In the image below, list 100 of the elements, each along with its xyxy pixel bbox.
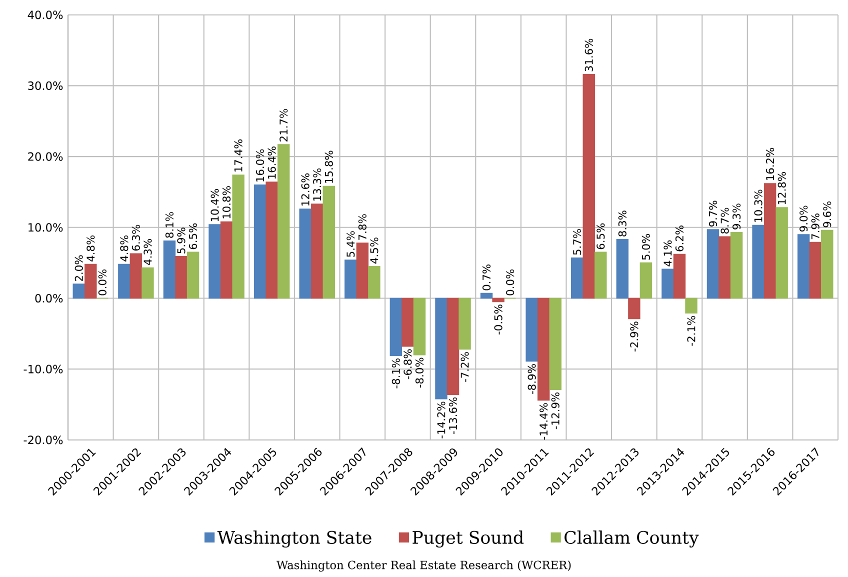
bar bbox=[84, 264, 97, 299]
bar bbox=[616, 239, 629, 299]
data-label: 10.8% bbox=[222, 186, 231, 218]
data-label: 4.3% bbox=[144, 239, 152, 265]
y-tick-label: 20.0% bbox=[28, 152, 63, 161]
data-label: 4.8% bbox=[86, 235, 95, 262]
data-label: 12.8% bbox=[778, 172, 786, 204]
bar bbox=[390, 298, 402, 356]
data-label: 7.8% bbox=[358, 214, 366, 240]
bar bbox=[706, 229, 720, 299]
data-label: 10.3% bbox=[754, 190, 762, 222]
data-label: 10.4% bbox=[210, 189, 219, 222]
bar bbox=[718, 236, 731, 299]
data-label: 7.9% bbox=[811, 214, 820, 240]
bar bbox=[549, 298, 562, 390]
data-label: 16.4% bbox=[268, 146, 276, 179]
bar bbox=[526, 298, 538, 362]
data-label: 16.2% bbox=[766, 148, 774, 180]
data-label: 5.7% bbox=[573, 229, 582, 255]
data-label: 17.4% bbox=[234, 139, 242, 172]
bar bbox=[797, 234, 810, 299]
y-tick-label: 40.0% bbox=[28, 10, 63, 20]
bar bbox=[413, 298, 426, 356]
data-label: 9.3% bbox=[732, 204, 741, 230]
bar bbox=[208, 224, 221, 299]
legend-label: Puget Sound bbox=[412, 530, 524, 548]
data-label: 5.9% bbox=[177, 228, 186, 254]
data-label: -2.9% bbox=[630, 322, 638, 352]
bar bbox=[322, 186, 336, 299]
data-label: 4.1% bbox=[664, 240, 672, 266]
bar bbox=[266, 182, 278, 299]
y-tick-label: 0.0% bbox=[35, 294, 63, 303]
bar bbox=[685, 298, 698, 314]
bar bbox=[537, 298, 550, 401]
legend-label: Clallam County bbox=[564, 530, 699, 548]
y-tick-label: -20.0% bbox=[24, 436, 63, 444]
bar bbox=[752, 224, 764, 299]
data-label: 6.2% bbox=[675, 226, 684, 252]
y-tick-label: 10.0% bbox=[28, 223, 63, 232]
data-label: 6.3% bbox=[132, 224, 140, 251]
data-label: 21.7% bbox=[280, 108, 288, 142]
bar bbox=[821, 230, 834, 299]
bar bbox=[628, 298, 640, 320]
bar bbox=[368, 266, 380, 299]
data-label: -7.2% bbox=[460, 352, 469, 382]
data-label: 9.0% bbox=[800, 206, 808, 232]
bar bbox=[492, 298, 504, 302]
data-label: -13.6% bbox=[448, 397, 458, 434]
bar bbox=[175, 256, 188, 299]
data-label: 5.4% bbox=[346, 231, 355, 257]
bar bbox=[764, 183, 776, 299]
data-label: 15.8% bbox=[324, 150, 333, 183]
data-label: -14.4% bbox=[540, 403, 548, 440]
bar bbox=[118, 264, 130, 299]
data-label: -6.8% bbox=[404, 349, 412, 380]
bar bbox=[220, 221, 233, 299]
data-label: -0.5% bbox=[494, 304, 502, 334]
y-tick-label: 30.0% bbox=[28, 81, 63, 90]
text: Washington Center Real Estate Research (WCRER) bbox=[276, 560, 571, 572]
data-label: 8.7% bbox=[720, 208, 729, 234]
data-label: 8.1% bbox=[165, 212, 174, 238]
data-label: 31.6% bbox=[584, 38, 593, 72]
bar bbox=[186, 252, 200, 299]
bar bbox=[571, 257, 584, 299]
bar bbox=[130, 253, 142, 299]
y-tick-label: -10.0% bbox=[24, 364, 63, 374]
data-label: -14.2% bbox=[437, 402, 446, 438]
bar bbox=[480, 292, 493, 299]
bar bbox=[232, 174, 244, 299]
bar bbox=[458, 298, 471, 350]
bar bbox=[776, 207, 788, 299]
bar bbox=[640, 262, 652, 299]
data-label: 12.6% bbox=[301, 173, 310, 206]
bar bbox=[344, 260, 357, 299]
data-label: 4.8% bbox=[120, 235, 128, 262]
bar bbox=[278, 144, 290, 299]
data-label: 6.5% bbox=[596, 223, 605, 250]
data-label: 13.3% bbox=[313, 168, 322, 201]
bar bbox=[254, 184, 266, 299]
data-label: 5.0% bbox=[642, 234, 650, 260]
bar bbox=[435, 298, 448, 400]
bar bbox=[402, 298, 414, 347]
bar bbox=[72, 284, 85, 299]
data-label: 0.0% bbox=[506, 269, 514, 296]
data-label: 9.6% bbox=[823, 201, 832, 228]
bar bbox=[142, 267, 154, 299]
data-label: 9.7% bbox=[708, 200, 718, 227]
bar bbox=[594, 252, 607, 299]
data-label: -8.0% bbox=[415, 358, 424, 388]
data-label: 2.0% bbox=[74, 255, 83, 282]
bar bbox=[662, 268, 674, 299]
bar bbox=[299, 208, 312, 299]
bar bbox=[673, 254, 686, 299]
bar bbox=[163, 240, 176, 299]
data-label: -8.1% bbox=[392, 358, 400, 388]
bar bbox=[582, 74, 595, 299]
data-label: -2.1% bbox=[687, 316, 696, 346]
data-label: 0.7% bbox=[482, 264, 491, 290]
legend-label: Washington State bbox=[217, 530, 372, 548]
bar bbox=[446, 298, 460, 395]
